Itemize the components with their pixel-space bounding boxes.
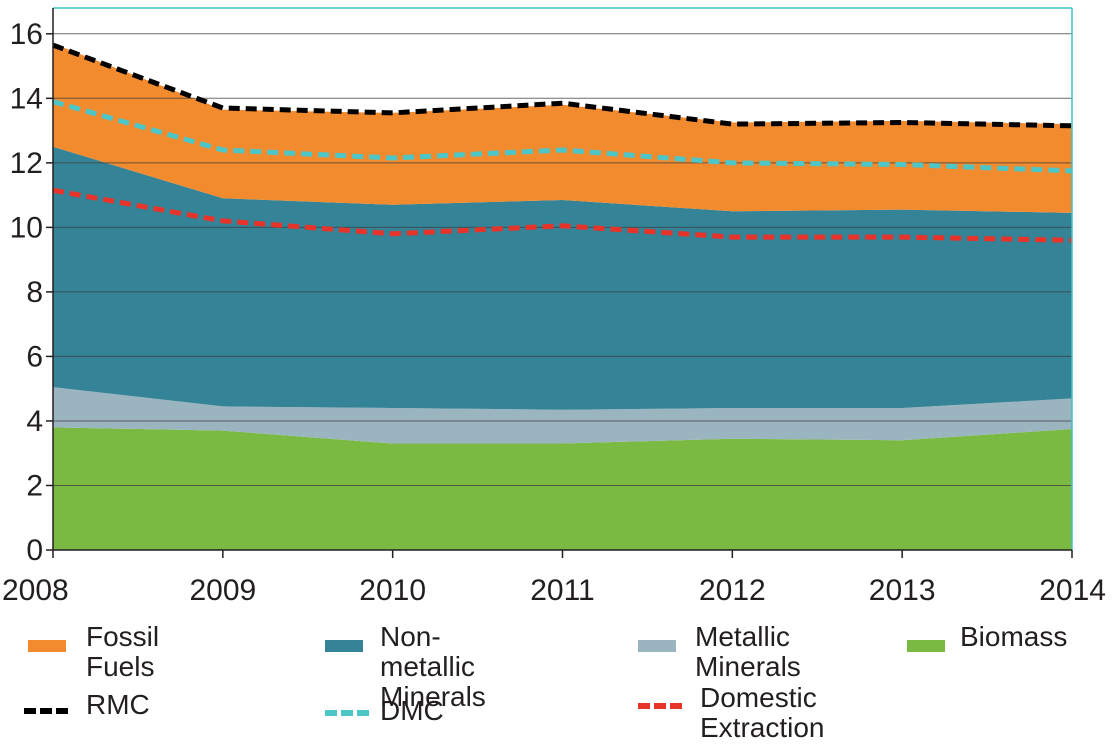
x-tick-label: 2012 [699,574,766,607]
x-tick-label: 2013 [869,574,936,607]
x-tick-label: 2008 [2,574,69,607]
x-tick-label: 2009 [189,574,256,607]
legend-swatch-domestic-extraction [638,703,682,709]
legend-label-domestic-extraction: Domestic Extraction [700,682,825,743]
legend-label-metallic-minerals: Metallic Minerals [695,621,801,682]
legend-label-dmc: DMC [380,695,444,726]
x-tick-label: 2010 [359,574,426,607]
legend-swatch-biomass [907,640,945,652]
y-tick-label: 2 [26,469,43,502]
legend-label-non-metallic-minerals: Non-metallic Minerals [380,621,486,712]
y-tick-label: 14 [10,82,43,115]
x-tick-label: 2014 [1039,574,1106,607]
legend-swatch-rmc [24,708,68,714]
legend-swatch-metallic-minerals [638,640,676,652]
legend-label-fossil-fuels: Fossil Fuels [86,621,160,682]
y-tick-label: 16 [10,18,43,51]
legend-label-biomass: Biomass [960,621,1068,652]
y-tick-label: 0 [26,534,43,567]
line-domestic-extraction [52,187,1073,243]
y-tick-label: 12 [10,147,43,180]
legend-swatch-non-metallic-minerals [325,640,363,652]
x-tick-label: 2011 [530,574,595,607]
y-tick-label: 6 [26,340,43,373]
y-tick-label: 8 [26,276,43,309]
area-fossil-fuels [53,43,1072,213]
area-biomass [53,427,1072,550]
legend-swatch-fossil-fuels [28,640,66,652]
area-metallic-minerals [53,387,1072,444]
y-tick-label: 10 [10,211,43,244]
y-tick-label: 4 [26,405,43,438]
line-dmc [52,99,1073,174]
legend-label-rmc: RMC [86,689,150,720]
legend-swatch-dmc [325,710,369,716]
area-non-metallic-minerals [53,146,1072,410]
